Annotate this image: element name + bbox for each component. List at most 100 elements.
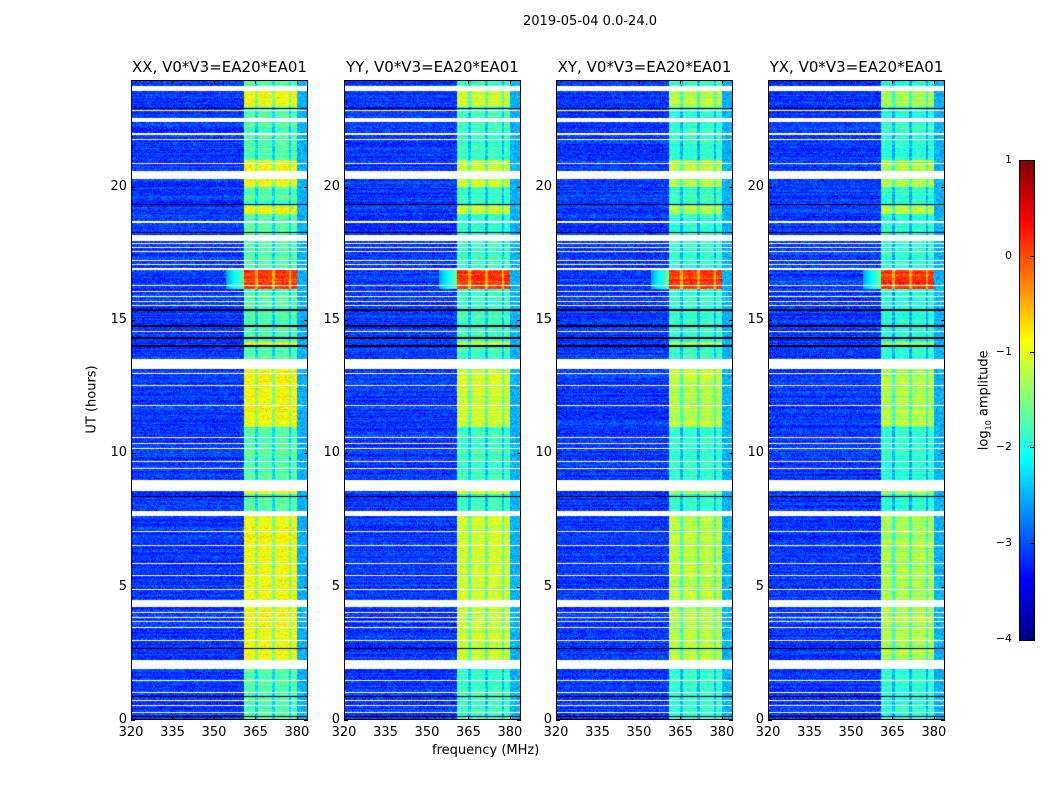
y-tick-mark bbox=[941, 586, 945, 588]
colorbar-tick-label: −1 bbox=[995, 344, 1012, 358]
x-tick-mark bbox=[468, 716, 470, 720]
x-tick-mark bbox=[509, 80, 511, 84]
x-tick-mark bbox=[809, 80, 811, 84]
x-tick-mark bbox=[721, 80, 723, 84]
x-tick-mark bbox=[850, 80, 852, 84]
y-tick-label: 5 bbox=[331, 578, 340, 594]
y-tick-label: 10 bbox=[747, 445, 764, 461]
spectrogram-panel-0: XX, V0*V3=EA20*EA01 320 335 350 365 380 0 5 10 15… bbox=[110, 58, 309, 740]
colorbar-tick-mark bbox=[1030, 543, 1034, 545]
y-tick-mark bbox=[556, 720, 560, 721]
y-tick-label: 15 bbox=[323, 312, 340, 327]
x-tick-mark bbox=[768, 716, 769, 720]
y-tick-label: 10 bbox=[110, 445, 127, 461]
y-tick-mark bbox=[304, 186, 308, 188]
y-tick-mark bbox=[304, 586, 308, 588]
x-tick-label: 350 bbox=[414, 725, 440, 740]
x-tick-label: 350 bbox=[838, 725, 864, 740]
colorbar-tick-mark bbox=[1030, 447, 1034, 449]
x-tick-mark bbox=[131, 80, 132, 84]
colorbar-label-log: log bbox=[976, 430, 992, 451]
x-tick-label: 335 bbox=[160, 725, 185, 740]
y-tick-mark bbox=[941, 186, 945, 188]
colorbar-tick-label: 1 bbox=[1005, 153, 1012, 166]
y-tick-mark bbox=[729, 320, 733, 321]
y-tick-mark bbox=[344, 720, 348, 721]
x-tick-mark bbox=[556, 80, 557, 84]
colorbar-label-sub: 10 bbox=[984, 420, 994, 431]
y-tick-mark bbox=[729, 720, 733, 721]
colorbar-tick-label: −2 bbox=[995, 440, 1012, 454]
colorbar-tick-mark bbox=[1030, 255, 1034, 257]
x-tick-mark bbox=[172, 80, 174, 84]
y-tick-label: 5 bbox=[755, 578, 764, 594]
x-tick-mark bbox=[426, 716, 428, 720]
y-tick-label: 20 bbox=[110, 178, 127, 194]
y-tick-mark bbox=[131, 320, 135, 321]
y-tick-label: 5 bbox=[118, 578, 127, 594]
spectrogram-panel-2: XY, V0*V3=EA20*EA01 320 335 350 365 380 0 5 10 15… bbox=[535, 58, 734, 740]
y-tick-mark bbox=[941, 320, 945, 321]
x-tick-mark bbox=[385, 80, 387, 84]
x-tick-label: 335 bbox=[585, 725, 610, 740]
x-tick-label: 380 bbox=[709, 725, 735, 740]
colorbar-tick-mark bbox=[1030, 351, 1034, 353]
x-tick-mark bbox=[638, 716, 640, 720]
spectrogram-image bbox=[556, 80, 733, 720]
x-tick-mark bbox=[933, 80, 935, 84]
y-tick-label: 10 bbox=[323, 445, 340, 461]
x-tick-mark bbox=[556, 716, 557, 720]
x-tick-mark bbox=[850, 716, 852, 720]
colorbar-tick-mark bbox=[1030, 639, 1034, 640]
x-tick-label: 380 bbox=[497, 725, 523, 740]
x-tick-label: 380 bbox=[921, 725, 947, 740]
x-tick-label: 365 bbox=[880, 725, 905, 740]
y-tick-mark bbox=[131, 186, 135, 188]
y-tick-mark bbox=[556, 586, 560, 588]
x-tick-mark bbox=[296, 716, 298, 720]
y-tick-mark bbox=[556, 453, 560, 455]
y-tick-mark bbox=[556, 186, 560, 188]
colorbar-tick-label: 0 bbox=[1005, 248, 1012, 262]
y-tick-mark bbox=[768, 320, 772, 321]
x-tick-label: 335 bbox=[797, 725, 822, 740]
y-tick-label: 15 bbox=[535, 312, 552, 327]
x-tick-mark bbox=[597, 80, 599, 84]
x-tick-label: 335 bbox=[373, 725, 398, 740]
y-tick-mark bbox=[941, 720, 945, 721]
y-tick-mark bbox=[344, 586, 348, 588]
y-tick-mark bbox=[729, 453, 733, 455]
x-tick-mark bbox=[892, 80, 894, 84]
y-tick-mark bbox=[768, 186, 772, 188]
spectrogram-panel-1: YY, V0*V3=EA20*EA01 320 335 350 365 380 0 5 10 15… bbox=[323, 58, 522, 740]
y-tick-mark bbox=[941, 453, 945, 455]
x-tick-mark bbox=[768, 80, 769, 84]
x-tick-mark bbox=[809, 716, 811, 720]
y-axis-label: UT (hours) bbox=[84, 365, 100, 434]
x-tick-label: 320 bbox=[118, 725, 144, 740]
x-tick-label: 350 bbox=[201, 725, 227, 740]
colorbar-tick-mark bbox=[1030, 160, 1034, 161]
x-tick-label: 380 bbox=[284, 725, 310, 740]
x-tick-label: 320 bbox=[543, 725, 569, 740]
y-tick-mark bbox=[517, 720, 521, 721]
colorbar-label-rest: amplitude bbox=[976, 350, 992, 421]
panel-title: XX, V0*V3=EA20*EA01 bbox=[132, 58, 307, 76]
y-tick-mark bbox=[768, 453, 772, 455]
x-tick-mark bbox=[892, 716, 894, 720]
y-tick-label: 15 bbox=[747, 312, 764, 327]
spectrogram-image bbox=[344, 80, 521, 720]
x-tick-mark bbox=[933, 716, 935, 720]
x-tick-mark bbox=[213, 80, 215, 84]
y-tick-mark bbox=[729, 186, 733, 188]
y-tick-mark bbox=[131, 586, 135, 588]
x-tick-mark bbox=[426, 80, 428, 84]
spectrogram-image bbox=[131, 80, 308, 720]
y-tick-mark bbox=[517, 453, 521, 455]
x-tick-mark bbox=[721, 716, 723, 720]
y-tick-mark bbox=[304, 720, 308, 721]
x-tick-mark bbox=[509, 716, 511, 720]
x-tick-mark bbox=[680, 716, 682, 720]
x-tick-mark bbox=[213, 716, 215, 720]
x-tick-mark bbox=[296, 80, 298, 84]
